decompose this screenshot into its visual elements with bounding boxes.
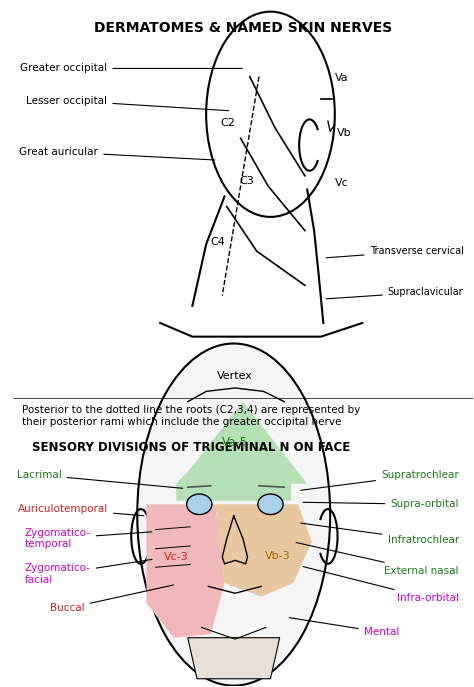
Text: Lacrimal: Lacrimal [17, 470, 182, 488]
Text: Vb: Vb [337, 128, 351, 138]
Text: Greater occipital: Greater occipital [20, 63, 242, 74]
Text: SENSORY DIVISIONS OF TRIGEMINAL N ON FACE: SENSORY DIVISIONS OF TRIGEMINAL N ON FAC… [32, 440, 350, 453]
Text: Vc: Vc [335, 178, 348, 188]
Text: Infratrochlear: Infratrochlear [301, 523, 459, 545]
Text: Posterior to the dotted line the roots (C2,3,4) are represented by
their posteri: Posterior to the dotted line the roots (… [22, 405, 361, 427]
Polygon shape [188, 638, 280, 679]
Text: Vc-3: Vc-3 [164, 552, 189, 562]
Ellipse shape [258, 494, 283, 515]
Text: Infra-orbital: Infra-orbital [303, 567, 459, 603]
Text: Va: Va [335, 73, 348, 83]
Text: Great auricular: Great auricular [19, 147, 215, 160]
Text: Vertex: Vertex [217, 371, 253, 381]
Text: Zygomatico-
facial: Zygomatico- facial [25, 559, 152, 585]
Text: Mental: Mental [289, 618, 399, 638]
Text: C2: C2 [221, 118, 236, 128]
Text: Lesser occipital: Lesser occipital [27, 95, 228, 111]
Text: Va-5: Va-5 [222, 436, 248, 449]
Polygon shape [179, 402, 307, 484]
Text: C3: C3 [239, 176, 254, 185]
Text: C4: C4 [210, 237, 225, 247]
Text: Supra-orbital: Supra-orbital [303, 499, 459, 509]
Text: Vb-3: Vb-3 [264, 550, 290, 561]
Ellipse shape [137, 344, 330, 686]
Text: Auriculotemporal: Auriculotemporal [18, 504, 144, 516]
Ellipse shape [187, 494, 212, 515]
Text: Transverse cervical: Transverse cervical [326, 246, 464, 258]
Text: External nasal: External nasal [296, 543, 459, 576]
Text: DERMATOMES & NAMED SKIN NERVES: DERMATOMES & NAMED SKIN NERVES [94, 21, 392, 34]
Polygon shape [146, 504, 225, 638]
Polygon shape [215, 504, 312, 597]
Text: Zygomatico-
temporal: Zygomatico- temporal [25, 528, 152, 550]
Text: Supratrochlear: Supratrochlear [301, 470, 459, 491]
Polygon shape [176, 412, 291, 501]
Text: Supraclavicular: Supraclavicular [326, 287, 464, 299]
Text: Buccal: Buccal [50, 585, 173, 613]
